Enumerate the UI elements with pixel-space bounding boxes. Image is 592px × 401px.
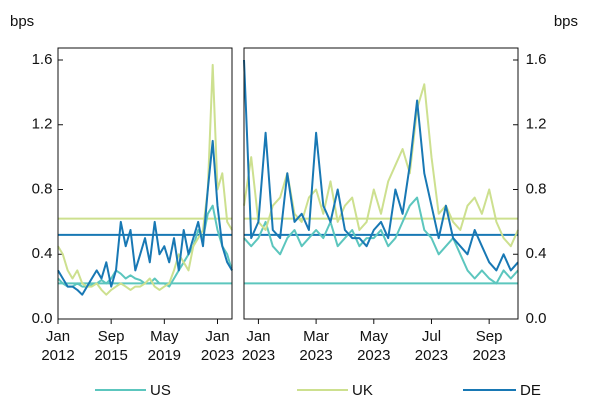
y-tick-label: 0.0 <box>32 310 53 327</box>
x-tick-label: Mar 2023 <box>299 328 333 364</box>
series-line <box>243 59 519 272</box>
y-tick-label: 1.6 <box>526 51 547 68</box>
y-tick-label: 0.4 <box>526 245 547 262</box>
panel-frame <box>57 47 233 320</box>
x-tick-label: Sep 2015 <box>94 328 128 364</box>
y-tick-label: 1.2 <box>32 116 53 133</box>
x-tick-label: Jan 2023 <box>200 328 235 364</box>
x-tick-label: May 2023 <box>357 328 391 364</box>
y-tick-label: 0.4 <box>32 245 53 262</box>
y-tick-label: 0.8 <box>32 180 53 197</box>
legend-label: UK <box>352 382 373 399</box>
x-tick-label: Jan 2023 <box>241 328 276 364</box>
x-tick-label: Sep 2023 <box>472 328 506 364</box>
y-tick-label: 1.6 <box>32 51 53 68</box>
x-tick-label: Jan 2012 <box>41 328 75 364</box>
y-tick-label: 0.8 <box>526 180 547 197</box>
x-tick-label: May 2019 <box>147 328 182 364</box>
panel-frame <box>243 47 519 320</box>
y-tick-label: 0.0 <box>526 310 547 327</box>
legend-label: US <box>150 382 171 399</box>
series-line <box>243 196 519 285</box>
series-line <box>57 63 233 296</box>
y-axis-unit: bps <box>554 13 578 30</box>
x-tick-label: Jul 2023 <box>414 328 449 364</box>
legend-label: DE <box>520 382 541 399</box>
y-axis-unit: bps <box>10 13 34 30</box>
series-line <box>57 139 233 296</box>
y-tick-label: 1.2 <box>526 116 547 133</box>
